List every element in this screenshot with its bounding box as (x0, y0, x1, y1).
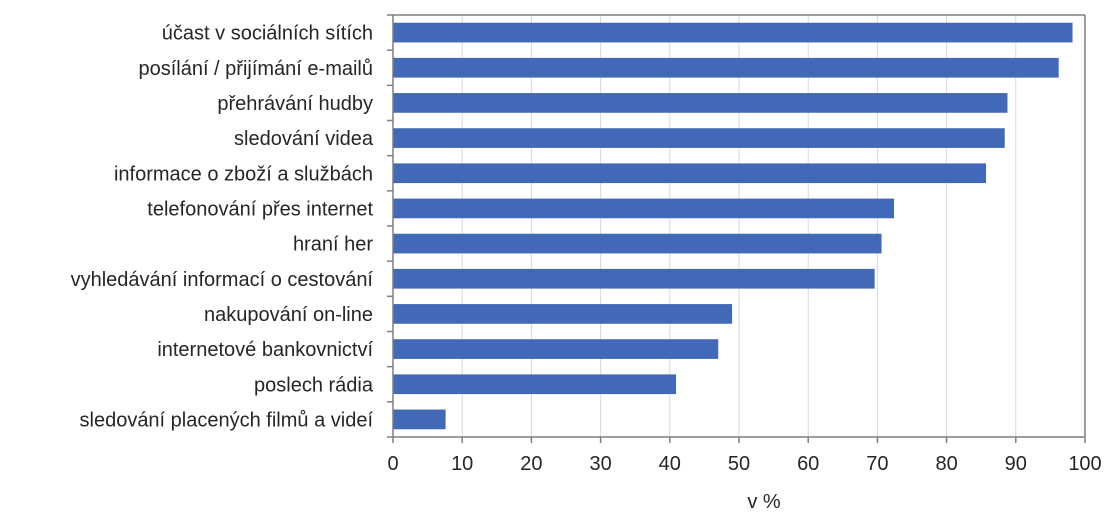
x-tick-label: 50 (728, 453, 750, 475)
category-label: telefonování přes internet (147, 198, 373, 220)
category-label: přehrávání hudby (217, 93, 373, 115)
bar-12 (393, 409, 446, 430)
category-label: informace o zboží a službách (114, 163, 373, 185)
x-tick-labels: 0 10 20 30 40 50 60 70 80 90 100 (387, 453, 1101, 475)
bar-9 (393, 304, 733, 324)
x-tick-label: 60 (797, 453, 819, 475)
x-tick-label: 20 (520, 453, 542, 475)
bars (393, 22, 1073, 430)
category-labels: účast v sociálních sítích posílání / přij… (71, 23, 374, 432)
category-label: internetové bankovnictví (157, 339, 373, 361)
x-axis-title: v % (747, 491, 781, 513)
bar-8 (393, 268, 875, 289)
x-tick-label: 90 (1005, 453, 1027, 475)
gridlines (461, 15, 1086, 437)
x-tick-label: 0 (387, 453, 398, 475)
category-label: hraní her (293, 234, 373, 256)
x-tick-label: 80 (935, 453, 957, 475)
category-label: účast v sociálních sítích (162, 23, 373, 45)
category-label: sledování placených filmů a videí (80, 409, 374, 431)
x-tick-label: 100 (1068, 453, 1101, 475)
x-tick-label: 30 (589, 453, 611, 475)
bar-2 (393, 57, 1059, 78)
x-tick-label: 40 (659, 453, 681, 475)
category-label: posílání / přijímání e-mailů (138, 58, 373, 80)
bar-11 (393, 374, 677, 395)
x-tick-label: 70 (866, 453, 888, 475)
bar-4 (393, 128, 1005, 148)
bar-10 (393, 339, 719, 359)
category-label: sledování videa (234, 128, 374, 150)
category-label: vyhledávání informací o cestování (71, 269, 374, 291)
category-label: nakupování on-line (204, 304, 373, 326)
bar-5 (393, 163, 987, 184)
category-label: poslech rádia (254, 374, 374, 396)
bar-7 (393, 233, 882, 254)
bar-6 (393, 198, 895, 219)
bar-1 (393, 22, 1073, 43)
axes (387, 14, 1086, 443)
x-tick-label: 10 (451, 453, 473, 475)
bar-3 (393, 93, 1008, 113)
